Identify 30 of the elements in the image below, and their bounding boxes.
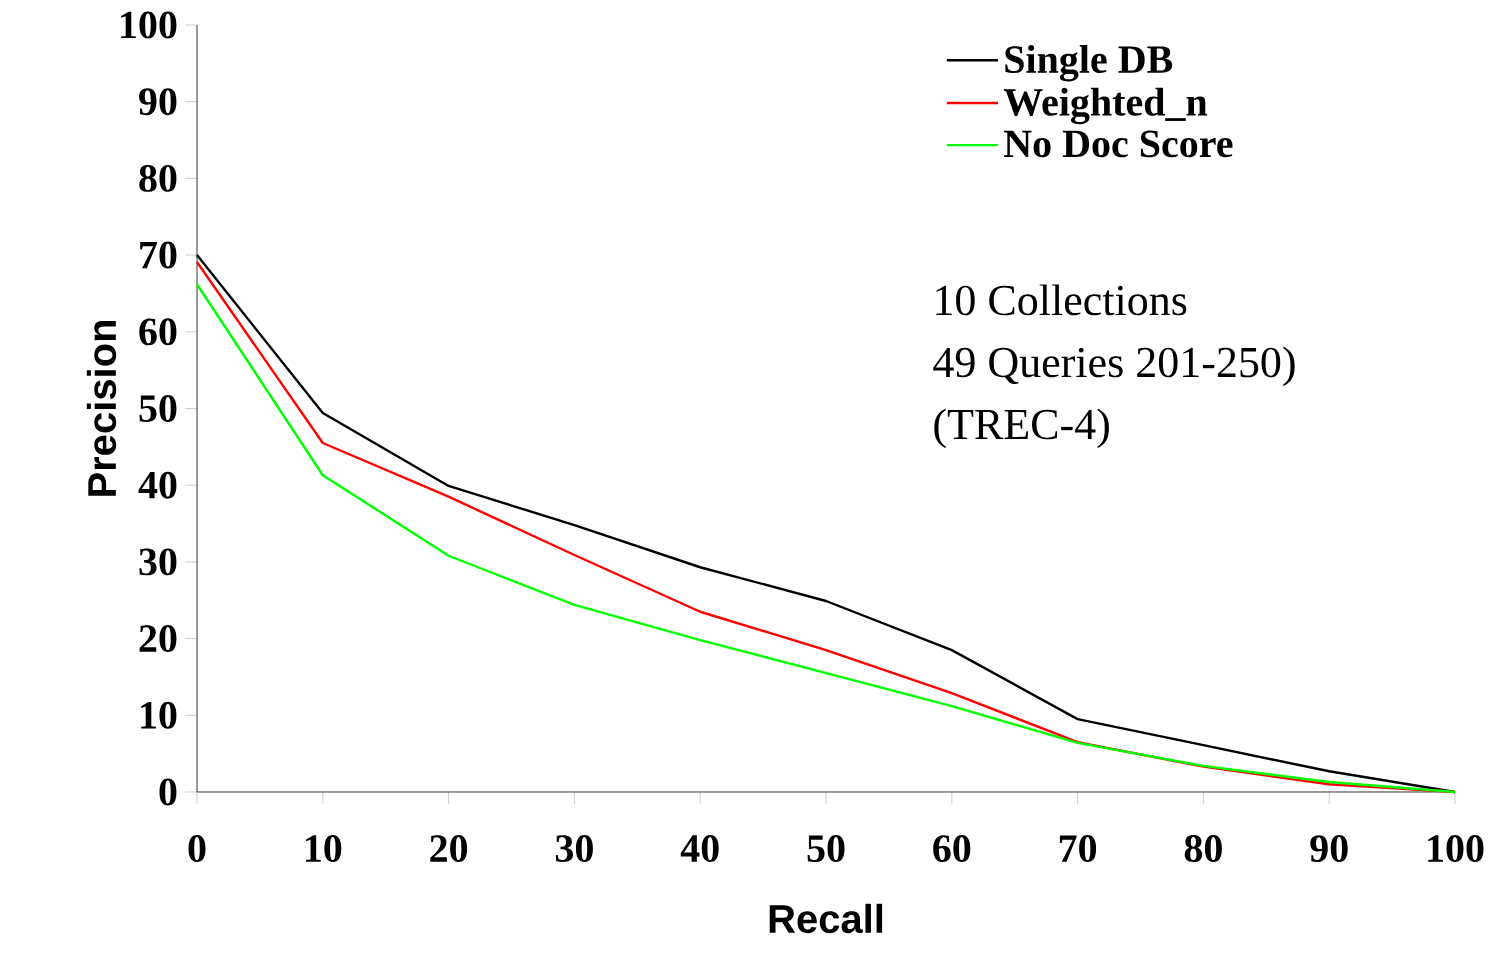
- x-tick-label: 80: [1184, 835, 1222, 863]
- annotation: 10 Collections: [936, 284, 1187, 316]
- y-tick-label: 50: [139, 394, 177, 422]
- x-tick-label: 70: [1059, 835, 1097, 863]
- y-tick-label: 0: [159, 778, 177, 806]
- annotation: (TREC-4): [934, 408, 1109, 449]
- y-tick-label: 40: [138, 471, 177, 499]
- x-tick-label: 60: [933, 835, 971, 863]
- legend-label: Single DB: [1005, 44, 1173, 82]
- x-axis-title: Recall: [769, 903, 883, 934]
- x-tick-label: 30: [555, 835, 593, 863]
- annotation: 49 Queries 201-250): [933, 346, 1295, 387]
- y-axis-title: Precision: [86, 320, 117, 496]
- x-tick-label: 90: [1310, 835, 1348, 863]
- x-tick-label: 40: [680, 835, 719, 863]
- x-tick-label: 100: [1428, 835, 1484, 863]
- y-tick-label: 20: [139, 625, 177, 653]
- legend-label: Weighted_n: [1003, 87, 1208, 125]
- legend-label: No Doc Score: [1003, 130, 1233, 158]
- y-tick-label: 80: [139, 164, 177, 192]
- x-tick-label: 10: [306, 835, 342, 863]
- x-tick-label: 50: [807, 835, 845, 863]
- y-tick-label: 10: [141, 701, 177, 729]
- y-tick-label: 100: [121, 11, 177, 39]
- y-tick-label: 90: [139, 88, 177, 116]
- y-tick-label: 60: [139, 318, 177, 346]
- x-tick-label: 0: [188, 835, 206, 863]
- y-tick-label: 30: [139, 548, 177, 576]
- x-tick-label: 20: [430, 835, 468, 863]
- y-tick-label: 70: [140, 241, 177, 269]
